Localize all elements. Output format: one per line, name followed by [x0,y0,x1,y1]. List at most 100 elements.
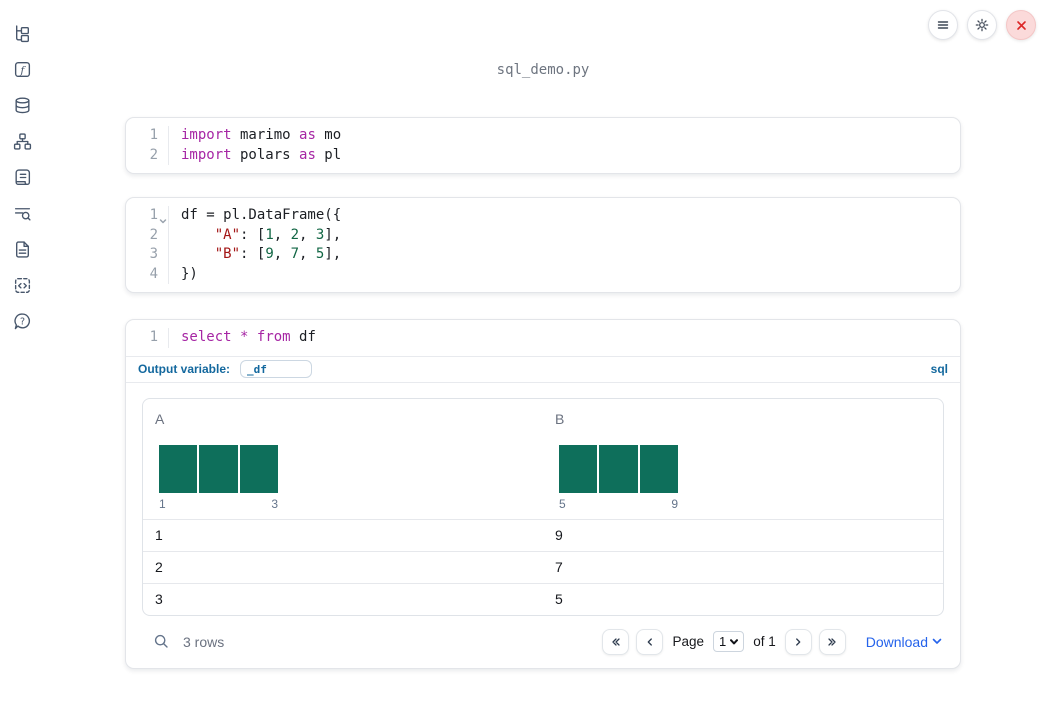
chevrons-right-icon [828,637,836,646]
table-row[interactable]: 1 9 [143,518,943,551]
code-content[interactable]: df = pl.DataFrame({ "A": [1, 2, 3], "B":… [168,206,960,284]
code-line: "B": [9, 7, 5], [214,246,342,262]
cell-value: 9 [555,526,563,543]
scroll-icon [14,168,30,185]
histogram-max-label: 9 [671,496,678,511]
function-square-icon: f [14,61,30,77]
line-number-gutter: 1 2 3 4 [126,206,167,284]
histogram-bar [239,444,278,493]
page-total-label: of 1 [753,634,776,649]
chevron-down-icon [932,638,942,644]
histogram-bar [159,444,198,493]
code-line: "A": [1, 2, 3], [214,226,342,243]
histogram-bar [639,444,678,493]
line-number-gutter: 1 [126,328,162,348]
output-variable-label: Output variable: [138,362,231,376]
line-number: 2 [149,226,158,243]
first-page-button[interactable] [602,628,630,655]
dependency-graph-icon [13,132,31,150]
cell-value: 7 [555,558,563,575]
svg-text:f: f [19,64,26,76]
sidebar-item-help[interactable]: ? [0,303,44,339]
close-icon [1016,20,1026,30]
page-label: Page [672,634,704,649]
download-button[interactable]: Download [866,634,942,650]
code-editor[interactable]: 1 2 import marimo as mo import polars as… [126,118,960,173]
notebook-filename: sql_demo.py [496,62,590,78]
fold-toggle-icon[interactable] [159,212,167,232]
line-number: 1 [149,127,158,143]
sql-cell[interactable]: 1 select * from df Output variable: sql … [125,319,961,669]
line-number: 4 [149,265,158,282]
language-badge: sql [930,362,948,376]
chevrons-left-icon [612,637,620,646]
code-cell-imports[interactable]: 1 2 import marimo as mo import polars as… [125,117,961,174]
column-histogram-a: 1 3 [159,444,278,511]
cell-value: 2 [155,558,163,575]
line-number: 1 [149,329,158,345]
line-number: 1 [126,206,167,226]
output-variable-input[interactable] [240,360,313,378]
notebook-area: sql_demo.py 1 2 import marimo as mo impo… [125,0,961,669]
database-icon [14,97,30,113]
code-cell-dataframe[interactable]: 1 2 3 4 df = pl.DataFrame({ "A": [1, 2, … [125,197,961,293]
sidebar-item-datasources[interactable] [0,87,44,123]
table-header: A 1 3 [143,399,943,519]
page-select-value: 1 [718,634,727,649]
settings-button[interactable] [967,10,997,40]
code-snippet-icon [14,277,30,293]
line-number: 3 [149,246,158,262]
shutdown-button[interactable] [1006,10,1036,40]
search-logs-icon [14,207,31,221]
last-page-button[interactable] [818,628,846,655]
code-content[interactable]: select * from df [168,328,960,348]
cell-value: 3 [155,590,163,607]
histogram-min-label: 1 [159,496,166,511]
cell-value: 5 [555,590,563,607]
histogram-bar [559,444,598,493]
table-footer: 3 rows Page 1 of 1 [142,616,944,668]
table-row[interactable]: 3 5 [143,582,943,615]
next-page-button[interactable] [784,628,812,655]
histogram-bar [199,444,238,493]
sidebar-item-scratchpad[interactable] [0,159,44,195]
sidebar-item-functions[interactable]: f [0,51,44,87]
column-header-b[interactable]: B 5 9 [543,399,943,519]
code-content[interactable]: import marimo as mo import polars as pl [168,126,960,165]
page-select[interactable]: 1 [712,631,745,652]
file-tree-icon [15,24,29,42]
code-line: select * from df [181,329,316,345]
sidebar-item-file-explorer[interactable] [0,15,44,51]
sidebar-item-dependency-graph[interactable] [0,123,44,159]
output-variable-bar: Output variable: sql [126,355,960,382]
previous-page-button[interactable] [636,628,664,655]
chevron-right-icon [796,637,801,646]
sidebar-item-logs[interactable] [0,195,44,231]
chevron-down-icon [730,638,739,644]
column-histogram-b: 5 9 [559,444,678,511]
column-name: B [555,410,565,427]
menu-button[interactable] [928,10,958,40]
row-count-label: 3 rows [183,633,225,650]
histogram-min-label: 5 [559,496,566,511]
column-header-a[interactable]: A 1 3 [143,399,543,519]
histogram-max-label: 3 [271,496,278,511]
search-icon[interactable] [153,633,170,650]
notebook-controls [928,10,1036,40]
sidebar-item-documentation[interactable] [0,231,44,267]
svg-text:?: ? [19,316,24,327]
code-line: import polars as pl [181,146,342,163]
sql-editor[interactable]: 1 select * from df [126,320,960,356]
sidebar-item-snippets[interactable] [0,267,44,303]
table-row[interactable]: 2 7 [143,550,943,583]
column-name: A [155,410,165,427]
hamburger-menu-icon [937,21,949,29]
code-line: df = pl.DataFrame({ [181,207,342,223]
cell-output-area: A 1 3 [126,381,960,668]
code-editor[interactable]: 1 2 3 4 df = pl.DataFrame({ "A": [1, 2, … [126,198,960,292]
panel-sidebar: f [0,0,44,339]
cell-value: 1 [155,526,163,543]
gear-icon [975,18,989,32]
dataframe-table: A 1 3 [142,397,944,616]
download-label: Download [865,633,928,650]
